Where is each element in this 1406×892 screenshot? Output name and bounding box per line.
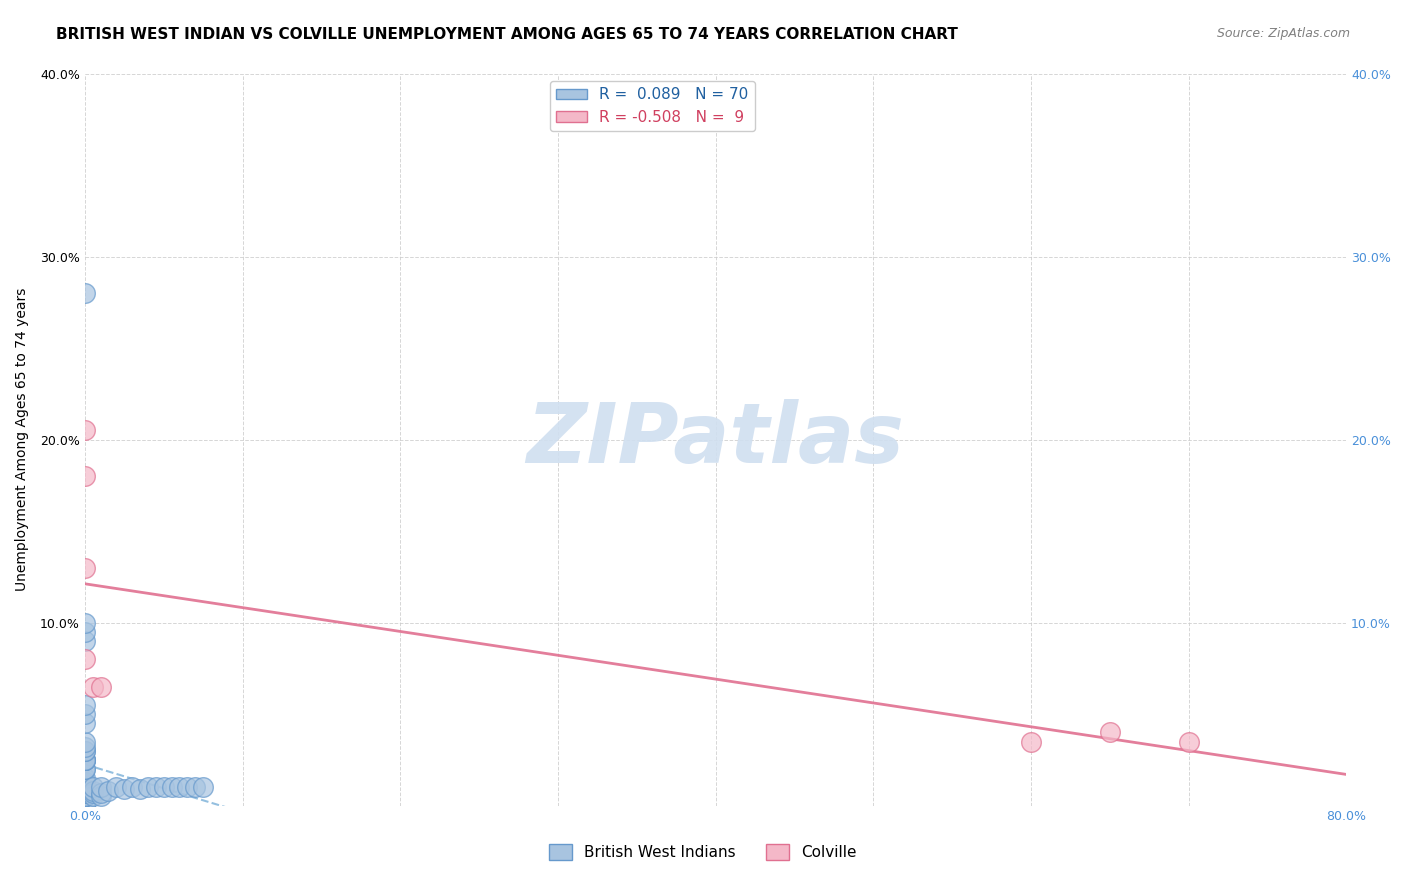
Point [90, 786, 112, 800]
Point [82, 784, 104, 798]
Text: BRITISH WEST INDIAN VS COLVILLE UNEMPLOYMENT AMONG AGES 65 TO 74 YEARS CORRELATI: BRITISH WEST INDIAN VS COLVILLE UNEMPLOY… [56, 27, 957, 42]
Point [73, 780, 96, 795]
Point [73, 789, 96, 804]
Point [73, 779, 96, 793]
Point [73, 469, 96, 483]
Point [73, 286, 96, 301]
Point [129, 782, 152, 797]
Point [121, 780, 143, 795]
Point [1019, 734, 1042, 748]
Point [73, 774, 96, 789]
Point [90, 680, 112, 694]
Point [184, 780, 207, 795]
Point [82, 780, 104, 795]
Point [73, 798, 96, 813]
Point [1177, 734, 1199, 748]
Point [152, 780, 174, 795]
Point [73, 784, 96, 798]
Point [73, 780, 96, 795]
Point [73, 734, 96, 748]
Point [73, 786, 96, 800]
Point [73, 786, 96, 800]
Point [82, 789, 104, 804]
Point [73, 789, 96, 804]
Point [73, 744, 96, 758]
Y-axis label: Unemployment Among Ages 65 to 74 years: Unemployment Among Ages 65 to 74 years [15, 288, 30, 591]
Point [73, 789, 96, 804]
Point [73, 716, 96, 731]
Point [112, 782, 135, 797]
Point [105, 780, 128, 795]
Point [73, 784, 96, 798]
Point [145, 780, 167, 795]
Point [73, 782, 96, 797]
Point [97, 784, 120, 798]
Point [73, 560, 96, 574]
Point [73, 798, 96, 813]
Point [73, 615, 96, 630]
Point [73, 771, 96, 785]
Point [73, 789, 96, 804]
Point [73, 744, 96, 758]
Point [73, 762, 96, 776]
Point [73, 779, 96, 793]
Text: Source: ZipAtlas.com: Source: ZipAtlas.com [1216, 27, 1350, 40]
Point [73, 798, 96, 813]
Point [176, 780, 198, 795]
Point [73, 753, 96, 767]
Point [73, 652, 96, 666]
Point [73, 789, 96, 804]
Legend: R =  0.089   N = 70, R = -0.508   N =  9: R = 0.089 N = 70, R = -0.508 N = 9 [550, 81, 755, 131]
Point [73, 762, 96, 776]
Point [73, 780, 96, 795]
Point [73, 753, 96, 767]
Point [73, 633, 96, 648]
Point [73, 789, 96, 804]
Point [73, 774, 96, 789]
Point [90, 789, 112, 804]
Point [73, 789, 96, 804]
Point [160, 780, 183, 795]
Point [73, 698, 96, 712]
Point [191, 780, 214, 795]
Point [169, 780, 191, 795]
Point [73, 786, 96, 800]
Point [73, 780, 96, 795]
Point [73, 798, 96, 813]
Point [73, 777, 96, 791]
Point [73, 789, 96, 804]
Point [90, 780, 112, 795]
Point [82, 680, 104, 694]
Legend: British West Indians, Colville: British West Indians, Colville [543, 838, 863, 866]
Point [73, 424, 96, 438]
Point [1098, 725, 1121, 739]
Point [73, 707, 96, 722]
Point [73, 740, 96, 755]
Point [73, 753, 96, 767]
Point [73, 777, 96, 791]
Point [73, 753, 96, 767]
Point [73, 784, 96, 798]
Point [136, 780, 159, 795]
Point [73, 782, 96, 797]
Point [73, 624, 96, 639]
Text: ZIPatlas: ZIPatlas [527, 399, 904, 480]
Point [73, 780, 96, 795]
Point [73, 774, 96, 789]
Point [82, 786, 104, 800]
